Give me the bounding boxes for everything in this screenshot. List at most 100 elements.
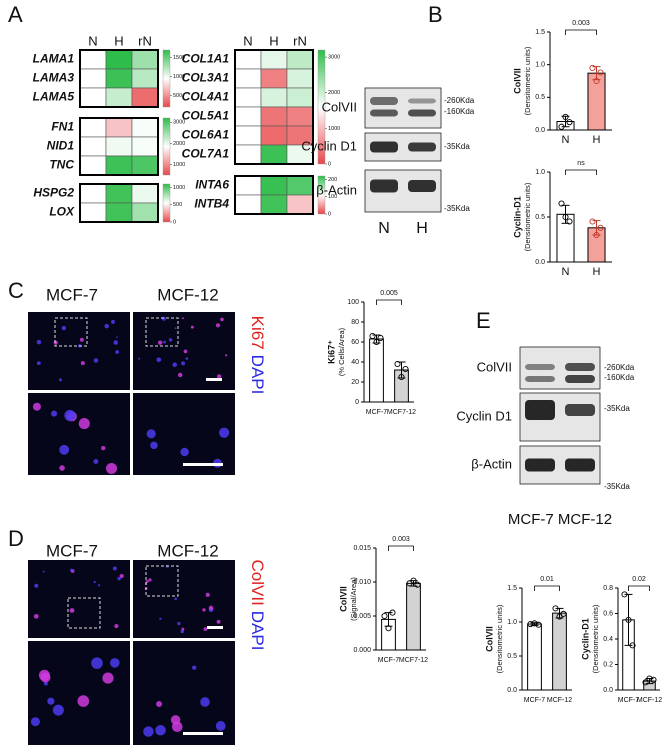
blot-band — [408, 98, 436, 104]
nucleus — [47, 697, 55, 705]
heatmap-cell — [131, 202, 159, 223]
stain-name: DAPI — [248, 355, 267, 395]
y-axis-subtitle: (Densitometric units) — [495, 604, 504, 673]
x-tick-label: H — [593, 134, 601, 146]
nucleus — [116, 336, 118, 338]
colorbar-tick-label: 3000 — [173, 120, 185, 126]
gene-label: COL1A1 — [182, 52, 230, 66]
blot-row-label: Cyclin D1 — [456, 408, 512, 423]
nucleus — [219, 427, 230, 438]
stain-name: Ki67 — [248, 316, 267, 350]
significance-bracket — [388, 545, 414, 551]
colorbar-tick-label: 1500 — [173, 55, 185, 61]
heatmap-cell — [131, 155, 159, 176]
nucleus — [180, 629, 184, 634]
blot-band — [525, 376, 555, 382]
blot-band — [370, 179, 398, 193]
x-tick-label: MCF7-12 — [399, 657, 428, 664]
data-point — [410, 577, 417, 584]
heatmap-cell — [286, 87, 314, 108]
heatmap-cell — [260, 175, 288, 196]
mw-marker: -35Kda — [604, 482, 630, 491]
nucleus — [59, 444, 70, 455]
x-tick-label: N — [562, 134, 570, 146]
heatmap-cell — [79, 49, 107, 70]
stain-label: ColVII DAPI — [248, 560, 267, 651]
blot-band — [525, 364, 555, 370]
nucleus — [40, 672, 51, 683]
data-point — [402, 365, 409, 373]
y-axis-subtitle: (Densitometric units) — [591, 604, 600, 673]
colorbar-tick-label: 1000 — [173, 185, 185, 191]
mw-marker: -35Kda — [444, 204, 470, 213]
x-tick-label: MCF-7 — [378, 657, 399, 664]
heatmap-cell — [105, 155, 133, 176]
y-axis-subtitle: (Densitometric units) — [523, 46, 532, 115]
nucleus — [32, 402, 41, 411]
colorbar-tick-label: 100 — [328, 194, 337, 200]
blot-band — [565, 375, 595, 383]
gene-label: COL6A1 — [182, 128, 230, 142]
nucleus — [70, 568, 73, 572]
nucleus — [104, 323, 109, 329]
y-tick-label: 60 — [351, 339, 359, 346]
nucleus — [192, 665, 197, 670]
micrograph — [28, 312, 130, 390]
mw-marker: -35Kda — [444, 142, 470, 151]
gene-label: FN1 — [51, 120, 74, 134]
image-column-label: MCF-7 — [46, 541, 98, 560]
column-label: rN — [293, 33, 307, 48]
y-tick-label: 0.0 — [603, 687, 613, 694]
significance-bracket — [534, 585, 560, 591]
gene-label: LAMA1 — [33, 52, 75, 66]
nucleus — [156, 701, 163, 708]
x-tick-label: N — [562, 266, 570, 278]
nucleus — [208, 605, 214, 611]
stain-name: DAPI — [248, 611, 267, 651]
mw-marker: -160Kda — [604, 373, 635, 382]
data-point — [642, 679, 649, 686]
nucleus — [117, 576, 121, 581]
panel-label: B — [428, 2, 443, 27]
heatmap-cell — [105, 202, 133, 223]
nucleus — [216, 374, 222, 379]
nucleus — [30, 717, 40, 727]
zoom-box — [54, 317, 88, 347]
micrograph — [28, 393, 130, 475]
p-value: 0.01 — [540, 576, 554, 583]
heatmap-cell — [131, 49, 159, 70]
lane-label: N — [378, 220, 390, 237]
data-point — [527, 620, 534, 628]
heatmap-cell — [131, 68, 159, 89]
blot-row-label: β-Actin — [471, 456, 512, 471]
heatmap-cell — [79, 87, 107, 108]
bar — [369, 338, 384, 403]
mw-marker: -260Kda — [604, 363, 635, 372]
colorbar-tick-label: 500 — [173, 93, 182, 99]
nucleus — [138, 357, 141, 360]
gene-label: HSPG2 — [33, 186, 74, 200]
nucleus — [59, 378, 63, 382]
heatmap-cell — [105, 87, 133, 108]
heatmap-block-border — [79, 183, 159, 223]
heatmap-cell — [131, 183, 159, 204]
nucleus — [168, 338, 173, 342]
blot-row-label: ColVII — [322, 99, 357, 114]
nucleus — [111, 319, 115, 324]
y-tick-label: 0.0 — [535, 127, 545, 134]
colorbar — [162, 117, 171, 176]
zoom-box — [145, 317, 179, 347]
gene-label: COL3A1 — [182, 71, 230, 85]
x-tick-label: MCF-7 — [524, 697, 545, 704]
y-tick-label: 1.0 — [535, 62, 545, 69]
data-point — [394, 360, 401, 368]
colorbar-tick-label: 2000 — [173, 141, 185, 147]
heatmap-cell — [286, 194, 314, 215]
panel-label: C — [8, 278, 24, 303]
data-point — [589, 64, 596, 71]
gene-label: LOX — [49, 205, 75, 219]
blot-band — [565, 404, 595, 416]
y-tick-label: 0.000 — [353, 647, 371, 654]
nucleus — [36, 339, 42, 345]
